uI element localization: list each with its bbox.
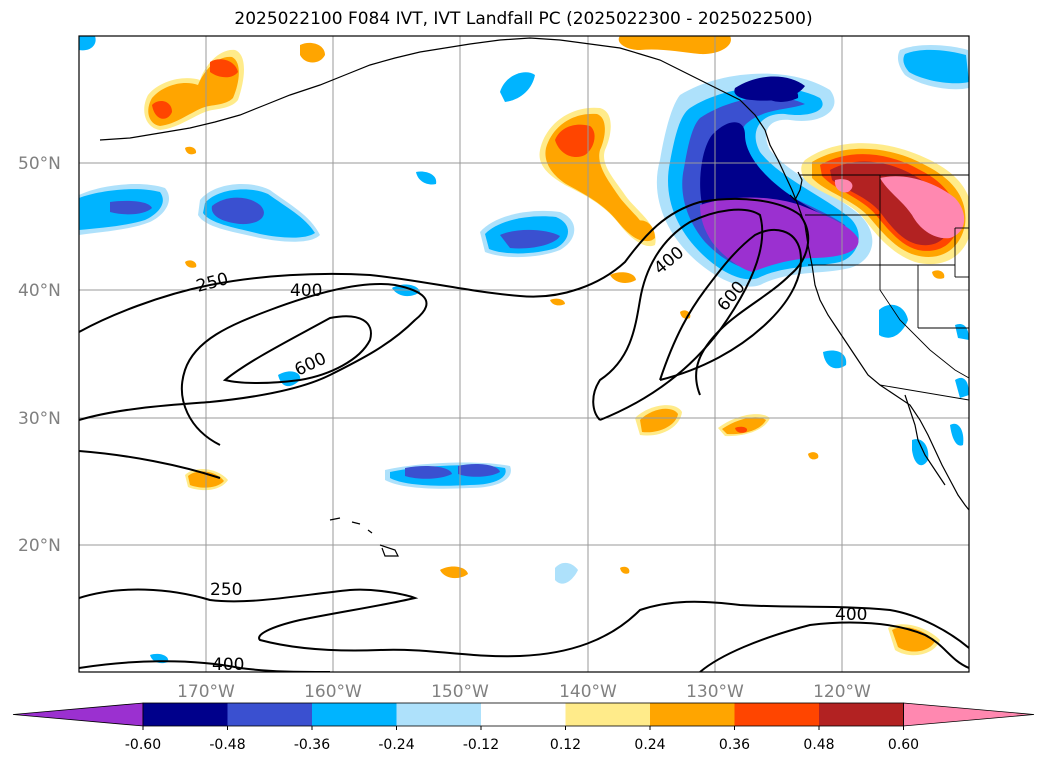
map-title: 2025022100 F084 IVT, IVT Landfall PC (20… [234, 9, 813, 29]
colorbar [12, 702, 1035, 727]
lat-label: 20°N [18, 536, 61, 556]
colorbar-segment [650, 703, 735, 726]
colorbar-ticks: -0.60 -0.48 -0.36 -0.24 -0.12 0.12 0.24 0.36 0.4… [125, 726, 919, 753]
colorbar-segment [227, 703, 313, 726]
lon-label: 170°W [177, 682, 235, 702]
colorbar-tick-label: 0.60 [888, 737, 919, 753]
lat-label: 40°N [18, 281, 61, 301]
map-gridlines [79, 36, 969, 672]
colorbar-segment [396, 703, 482, 726]
colorbar-segment [565, 703, 651, 726]
ivt-contours [79, 197, 969, 672]
lon-label: 140°W [559, 682, 617, 702]
colorbar-segment [734, 703, 820, 726]
map-frame [78, 35, 970, 673]
positive-anomaly-interior [801, 143, 969, 265]
colorbar-tick-label: -0.12 [463, 737, 499, 753]
contour-label: 400 [290, 281, 322, 301]
colorbar-segment [143, 703, 228, 726]
lat-label: 30°N [18, 409, 61, 429]
colorbar-tick-label: -0.48 [209, 737, 245, 753]
latitude-labels: 50°N 40°N 30°N 20°N [18, 154, 61, 556]
colorbar-tick-label: 0.36 [719, 737, 750, 753]
colorbar-tick-label: -0.60 [125, 737, 161, 753]
lon-label: 150°W [431, 682, 489, 702]
colorbar-tick-label: -0.24 [378, 737, 414, 753]
colorbar-tick-label: 0.24 [634, 737, 665, 753]
colorbar-tick-label: 0.12 [550, 737, 581, 753]
colorbar-tick-label: 0.48 [803, 737, 834, 753]
contour-label: 250 [210, 580, 242, 600]
lat-label: 50°N [18, 154, 61, 174]
positive-anomaly-aleutians [144, 36, 731, 268]
lon-label: 160°W [304, 682, 362, 702]
colorbar-segment [312, 703, 397, 726]
longitude-labels: 170°W 160°W 150°W 140°W 130°W 120°W [177, 682, 871, 702]
map-plot-area: 250 400 600 400 600 250 400 400 [79, 36, 969, 675]
state-borders [800, 174, 969, 401]
colorbar-tick-label: -0.36 [294, 737, 330, 753]
positive-anomaly-140w [539, 107, 656, 247]
colorbar-extend-left [12, 702, 144, 727]
colorbar-segment [819, 703, 904, 726]
lon-label: 120°W [813, 682, 871, 702]
colorbar-segment [481, 703, 566, 726]
contour-label: 400 [212, 655, 244, 675]
colorbar-outline [142, 702, 904, 727]
coastlines [99, 37, 969, 557]
colorbar-extend-right [903, 702, 1035, 727]
contour-label: 400 [835, 605, 867, 625]
lon-label: 130°W [686, 682, 744, 702]
